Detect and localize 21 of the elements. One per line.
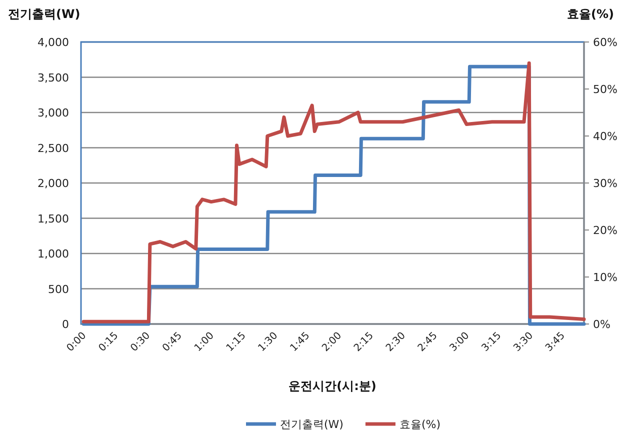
y-tick-label: 1,000 — [38, 248, 69, 260]
y-tick-label: 0 — [62, 318, 69, 331]
y-tick-label: 2,000 — [38, 177, 69, 190]
y-tick-label: 3,000 — [38, 106, 69, 120]
y2-tick-label: 10% — [593, 271, 618, 284]
y-tick-label: 1,500 — [38, 212, 69, 226]
legend-label: 효율(%) — [399, 418, 441, 431]
legend-label: 전기출력(W) — [280, 418, 344, 431]
x-axis-title: 운전시간(시:분) — [288, 379, 376, 393]
y2-tick-label: 20% — [593, 224, 618, 237]
y-axis-title: 전기출력(W) — [8, 7, 80, 21]
y2-tick-label: 30% — [593, 177, 618, 190]
y-tick-label: 3,500 — [38, 71, 69, 84]
y-tick-label: 500 — [48, 282, 69, 296]
y2-tick-label: 0% — [593, 318, 610, 331]
y2-tick-label: 50% — [593, 83, 618, 96]
y-tick-label: 2,500 — [38, 142, 69, 155]
y2-tick-label: 40% — [593, 130, 618, 143]
y-tick-label: 4,000 — [38, 36, 69, 49]
y2-axis-title: 효율(%) — [567, 7, 614, 21]
y2-tick-label: 60% — [593, 36, 618, 49]
